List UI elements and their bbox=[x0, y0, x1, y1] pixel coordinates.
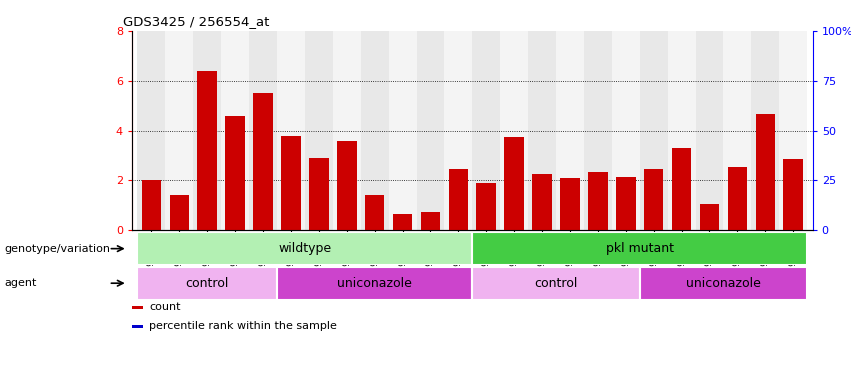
Bar bbox=[337, 141, 357, 230]
Bar bbox=[448, 169, 468, 230]
Bar bbox=[277, 31, 305, 230]
Bar bbox=[165, 31, 193, 230]
Bar bbox=[420, 212, 440, 230]
Bar bbox=[138, 232, 472, 265]
Bar bbox=[700, 204, 719, 230]
Bar bbox=[249, 31, 277, 230]
Bar bbox=[472, 267, 640, 300]
Bar bbox=[588, 172, 608, 230]
Bar bbox=[644, 169, 664, 230]
Bar bbox=[668, 31, 695, 230]
Bar bbox=[695, 31, 723, 230]
Bar bbox=[472, 232, 807, 265]
Bar bbox=[477, 183, 496, 230]
Bar bbox=[612, 31, 640, 230]
Bar bbox=[132, 306, 142, 309]
Text: agent: agent bbox=[4, 278, 37, 288]
Bar bbox=[389, 31, 416, 230]
Bar bbox=[393, 214, 413, 230]
Bar bbox=[640, 31, 668, 230]
Bar bbox=[141, 180, 161, 230]
Bar bbox=[728, 167, 747, 230]
Bar bbox=[640, 267, 807, 300]
Text: GDS3425 / 256554_at: GDS3425 / 256554_at bbox=[123, 15, 270, 28]
Text: uniconazole: uniconazole bbox=[686, 277, 761, 290]
Bar bbox=[281, 136, 300, 230]
Bar bbox=[226, 116, 245, 230]
Text: percentile rank within the sample: percentile rank within the sample bbox=[149, 321, 337, 331]
Bar bbox=[556, 31, 584, 230]
Bar bbox=[780, 31, 807, 230]
Bar bbox=[756, 114, 775, 230]
Bar bbox=[309, 158, 328, 230]
Bar bbox=[560, 178, 580, 230]
Bar bbox=[132, 324, 142, 328]
Text: pkl mutant: pkl mutant bbox=[606, 242, 674, 255]
Text: uniconazole: uniconazole bbox=[337, 277, 412, 290]
Bar bbox=[528, 31, 556, 230]
Bar bbox=[416, 31, 444, 230]
Text: control: control bbox=[186, 277, 229, 290]
Bar bbox=[138, 267, 277, 300]
Text: wildtype: wildtype bbox=[278, 242, 331, 255]
Text: count: count bbox=[149, 302, 180, 312]
Text: control: control bbox=[534, 277, 578, 290]
Bar bbox=[500, 31, 528, 230]
Bar bbox=[277, 267, 472, 300]
Bar bbox=[333, 31, 361, 230]
Bar bbox=[671, 148, 691, 230]
Bar bbox=[444, 31, 472, 230]
Bar bbox=[616, 177, 636, 230]
Bar bbox=[584, 31, 612, 230]
Bar bbox=[169, 195, 189, 230]
Bar bbox=[193, 31, 221, 230]
Bar bbox=[197, 71, 217, 230]
Bar bbox=[532, 174, 551, 230]
Bar bbox=[505, 137, 524, 230]
Bar bbox=[784, 159, 803, 230]
Bar bbox=[472, 31, 500, 230]
Bar bbox=[361, 31, 389, 230]
Bar bbox=[723, 31, 751, 230]
Bar bbox=[221, 31, 249, 230]
Bar bbox=[254, 93, 273, 230]
Bar bbox=[365, 195, 385, 230]
Bar bbox=[138, 31, 165, 230]
Bar bbox=[305, 31, 333, 230]
Text: genotype/variation: genotype/variation bbox=[4, 243, 111, 254]
Bar bbox=[751, 31, 780, 230]
